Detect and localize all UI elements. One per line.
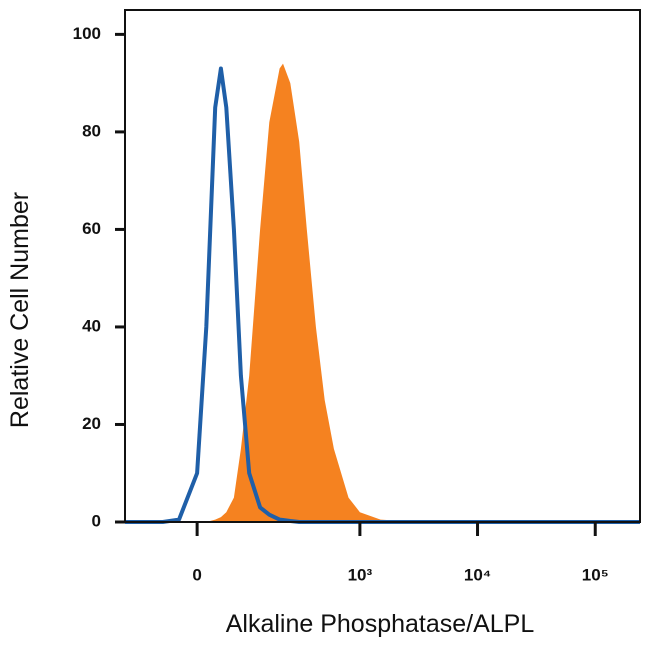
x-tick-label: 0 [192, 565, 201, 584]
y-axis-label: Relative Cell Number [6, 192, 34, 428]
y-tick-label: 80 [82, 121, 101, 140]
x-axis-label: Alkaline Phosphatase/ALPL [226, 610, 535, 638]
line [125, 66, 640, 524]
x-tick-label: 10⁵ [582, 565, 609, 584]
y-tick-label: 0 [92, 511, 101, 530]
x-tick-label: 10³ [348, 565, 373, 584]
plot-frame [124, 9, 641, 523]
y-tick-label: 100 [73, 24, 101, 43]
y-tick-label: 60 [82, 219, 101, 238]
area [125, 63, 640, 522]
y-tick-label: 20 [82, 414, 101, 433]
y-tick-label: 40 [82, 316, 101, 335]
x-tick-label: 10⁴ [464, 565, 491, 584]
